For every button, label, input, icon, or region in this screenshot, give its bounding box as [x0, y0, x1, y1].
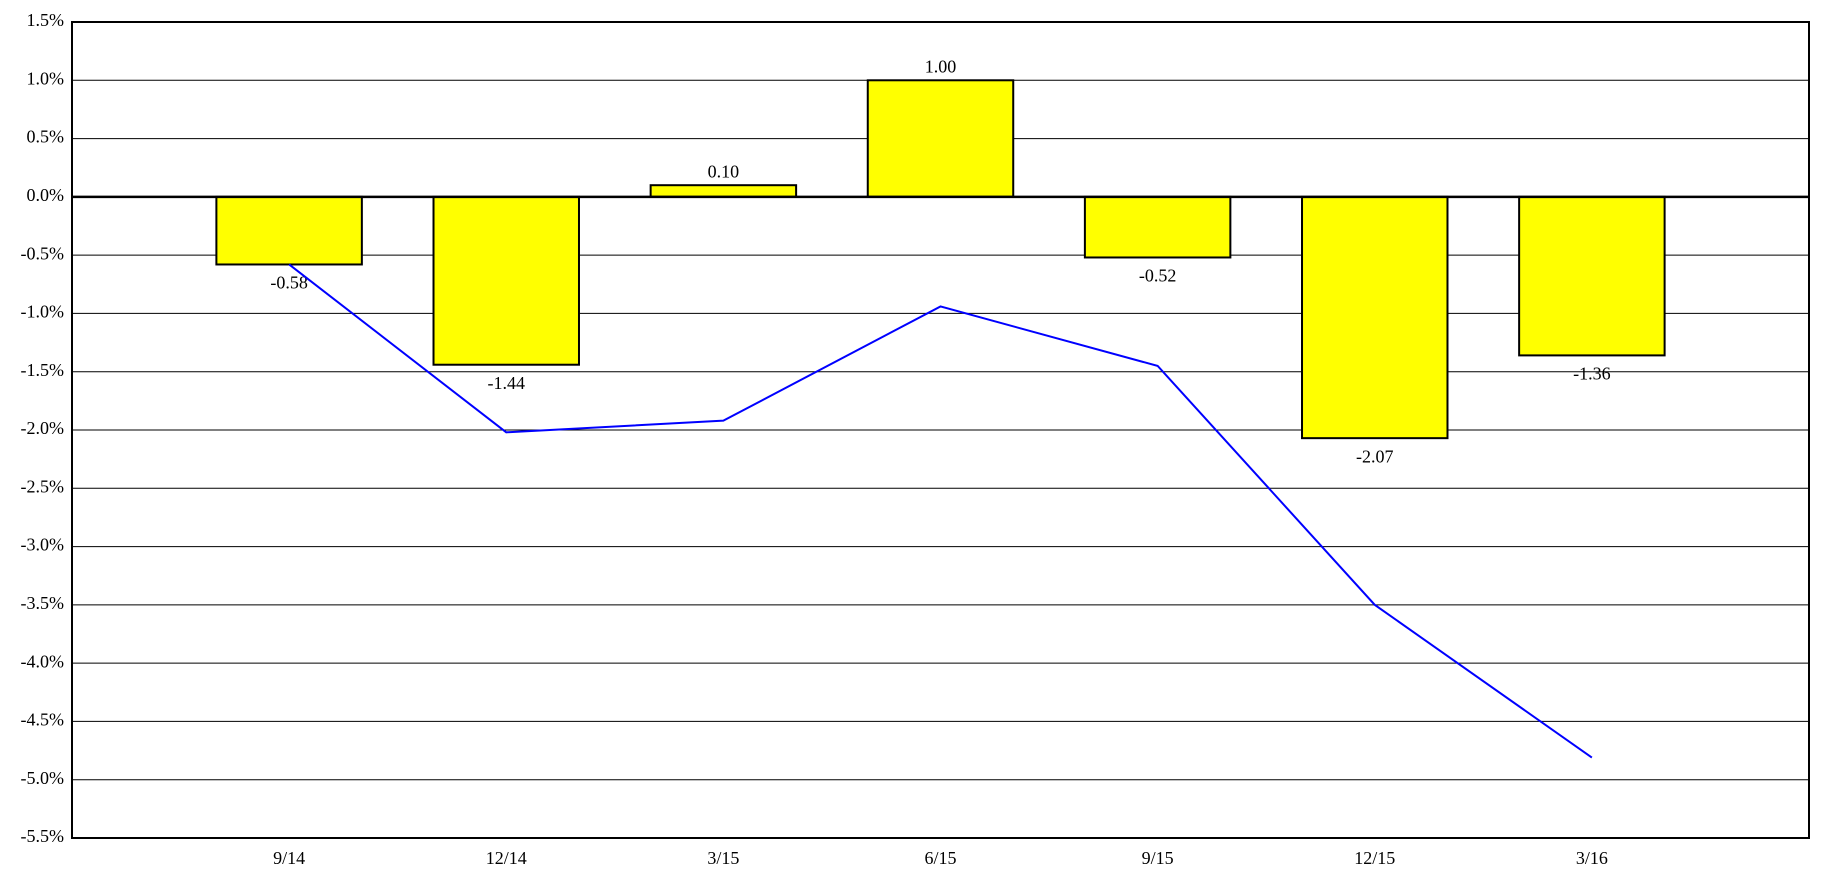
bar: [1083, 195, 1232, 259]
x-tick-label: 9/15: [1142, 848, 1174, 868]
data-label: -0.52: [1139, 266, 1177, 286]
x-tick-label: 9/14: [273, 848, 305, 868]
data-label: -2.07: [1356, 446, 1394, 466]
y-tick-label: -4.5%: [21, 710, 65, 730]
bar: [215, 195, 363, 266]
bar: [1518, 195, 1666, 357]
data-label: -1.36: [1573, 364, 1611, 384]
data-label: -0.58: [270, 273, 308, 293]
y-tick-label: -2.5%: [21, 476, 65, 496]
x-tick-label: 3/16: [1576, 848, 1608, 868]
y-tick-label: -0.5%: [21, 243, 65, 263]
line: [288, 263, 1593, 759]
y-tick-label: -4.0%: [21, 651, 65, 671]
y-tick-label: -1.0%: [21, 302, 65, 322]
y-tick-label: 0.5%: [27, 127, 65, 147]
x-tick-label: 3/15: [707, 848, 739, 868]
y-tick-label: 1.5%: [27, 10, 65, 30]
y-tick-label: 0.0%: [27, 185, 65, 205]
y-tick-label: -3.5%: [21, 593, 65, 613]
x-tick-label: 12/15: [1354, 848, 1395, 868]
bar: [1301, 195, 1449, 440]
x-tick-label: 12/14: [486, 848, 527, 868]
data-label: -1.44: [488, 373, 526, 393]
bar: [432, 195, 580, 366]
data-label: 0.10: [708, 161, 740, 181]
bar: [649, 184, 798, 198]
x-tick-label: 6/15: [924, 848, 956, 868]
y-tick-label: -5.0%: [21, 768, 65, 788]
y-tick-label: -3.0%: [21, 535, 65, 555]
y-tick-label: -2.0%: [21, 418, 65, 438]
bar: [866, 79, 1015, 198]
data-label: 1.00: [925, 56, 957, 76]
y-tick-label: -5.5%: [21, 826, 65, 846]
y-tick-label: -1.5%: [21, 360, 65, 380]
y-tick-label: 1.0%: [27, 68, 65, 88]
